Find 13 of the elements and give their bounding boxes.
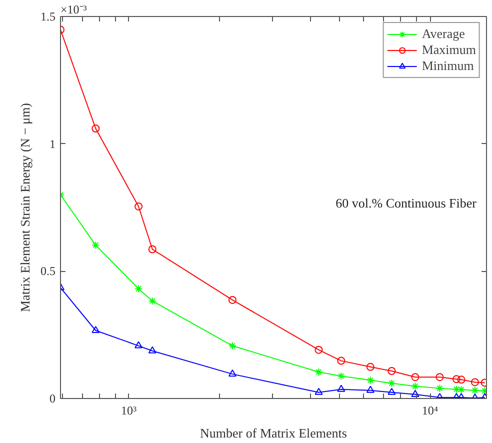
x-tick-label: 10⁴: [422, 404, 438, 418]
annotation: ×10⁻³: [60, 2, 88, 16]
y-tick-label: 0.5: [40, 264, 56, 278]
x-axis-title: Number of Matrix Elements: [200, 426, 347, 440]
y-tick-label: 1: [50, 136, 56, 151]
legend-label: Maximum: [422, 42, 476, 58]
y-tick-label: 1.5: [40, 10, 56, 24]
x-tick-label: 10³: [121, 404, 138, 418]
annotation: 60 vol.% Continuous Fiber: [336, 196, 478, 210]
y-axis-title: Matrix Element Strain Energy (N − μm): [18, 102, 32, 312]
y-tick-label: 0: [50, 392, 56, 406]
legend-label: Minimum: [422, 58, 474, 74]
legend-label: Average: [422, 26, 465, 42]
